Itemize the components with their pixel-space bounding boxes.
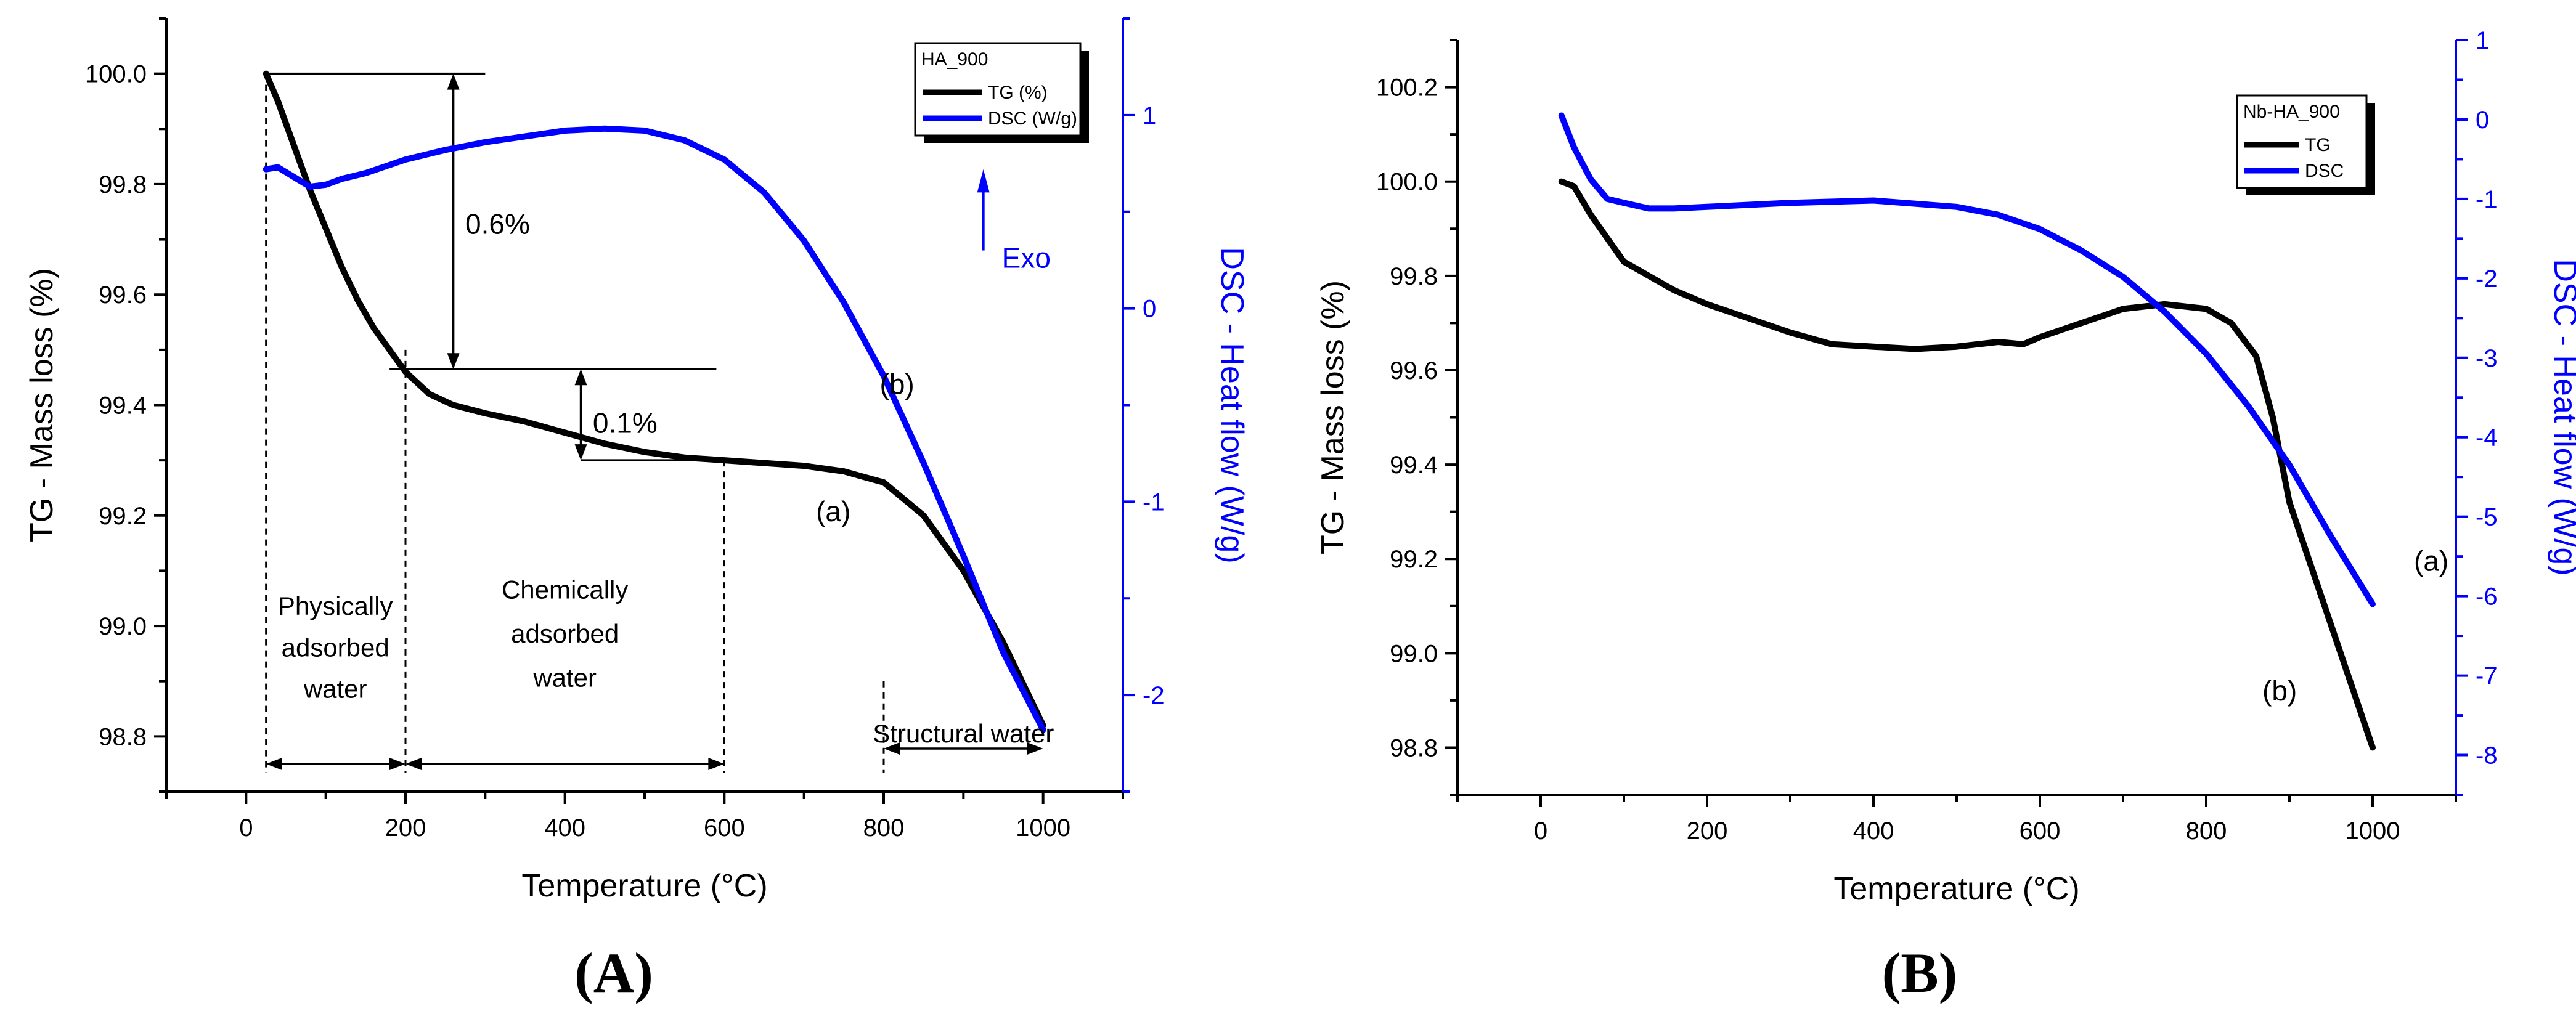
panel-b-left-ticks: 98.8 99.0 99.2 99.4 99.6 99.8 100.0 100.2 <box>1376 39 1457 796</box>
x-tick-label: 200 <box>385 814 426 842</box>
panel-a-tg-series-line <box>263 70 1046 729</box>
panel-b-legend-title: Nb-HA_900 <box>2243 102 2340 122</box>
x-tick-label: 1000 <box>1016 814 1070 842</box>
x-tick-label: 400 <box>1853 818 1894 845</box>
region3-arrow-head-right <box>1027 742 1043 755</box>
left-y-tick-label: 98.8 <box>1390 734 1438 761</box>
left-y-tick-label: 99.8 <box>1390 263 1438 290</box>
right-y-tick-label: 0 <box>2476 107 2489 134</box>
left-y-tick-label: 99.0 <box>99 613 147 640</box>
panel-b-series-b-label: (b) <box>2262 675 2297 707</box>
region1-arrow-head-left <box>266 758 282 770</box>
x-tick-label: 800 <box>863 814 905 842</box>
x-tick-label: 800 <box>2186 818 2227 845</box>
panel-b-right-axis-title: DSC - Heat flow (W/g) <box>2547 259 2576 575</box>
panel-a-x-ticks: 0 200 400 600 800 1000 <box>165 792 1124 842</box>
panel-a-legend-title: HA_900 <box>921 49 988 70</box>
panel-a-exo-indicator: Exo <box>977 169 1051 274</box>
panel-a: 0 200 400 600 800 1000 98.8 99.0 99.2 99.4 99.6 99… <box>24 17 1250 1004</box>
panel-a-exo-arrow-head <box>977 169 990 193</box>
panel-b-label: (B) <box>1882 941 1958 1004</box>
panel-a-x-axis-title: Temperature (°C) <box>521 868 767 904</box>
panel-a-right-axis-title: DSC - Heat flow (W/g) <box>1214 246 1250 563</box>
x-tick-label: 0 <box>239 814 253 842</box>
right-y-tick-label: -1 <box>1143 489 1165 516</box>
right-y-tick-label: 1 <box>1143 102 1156 129</box>
panel-a-step2-label: 0.1% <box>593 407 658 439</box>
panel-a-step1-label: 0.6% <box>465 208 530 240</box>
left-y-tick-label: 100.2 <box>1376 75 1438 102</box>
right-y-tick-label: -2 <box>1143 682 1165 709</box>
panel-b-legend-tg-label: TG <box>2305 135 2331 155</box>
region1-arrow-head-right <box>389 758 406 770</box>
panel-a-guides <box>265 72 1043 773</box>
left-y-tick-label: 99.6 <box>1390 357 1438 384</box>
panel-a-region1-line3: water <box>303 675 367 704</box>
step2-arrow-head-bottom <box>574 444 587 461</box>
x-tick-label: 600 <box>704 814 745 842</box>
panel-a-dsc-series-line <box>263 125 1046 733</box>
panel-a-left-axis-title: TG - Mass loss (%) <box>24 268 60 542</box>
left-y-tick-label: 100.0 <box>1376 169 1438 196</box>
region3-arrow-head-left <box>884 742 900 755</box>
panel-b-series-a-label: (a) <box>2414 545 2448 577</box>
panel-b-x-ticks: 0 200 400 600 800 1000 <box>1456 795 2457 845</box>
panel-a-region2-line2: adsorbed <box>511 619 619 648</box>
panel-a-legend-dsc-label: DSC (W/g) <box>988 108 1077 129</box>
right-y-tick-label: 1 <box>2476 27 2489 54</box>
left-y-tick-label: 99.2 <box>1390 546 1438 573</box>
left-y-tick-label: 98.8 <box>99 723 147 750</box>
panel-b-legend-dsc-label: DSC <box>2305 161 2344 181</box>
panel-a-label: (A) <box>574 941 653 1004</box>
right-y-tick-label: 0 <box>1143 296 1156 323</box>
right-y-tick-label: -2 <box>2476 266 2498 293</box>
region2-arrow-head-right <box>708 758 725 770</box>
step1-arrow-head-bottom <box>447 353 460 370</box>
left-y-tick-label: 99.6 <box>99 282 147 309</box>
panel-a-region2-line1: Chemically <box>502 575 628 604</box>
panel-a-region1-line2: adsorbed <box>282 633 389 662</box>
right-y-tick-label: -7 <box>2476 663 2498 690</box>
x-tick-label: 0 <box>1534 818 1547 845</box>
panel-a-region2-line3: water <box>532 664 597 692</box>
x-tick-label: 400 <box>544 814 585 842</box>
x-tick-label: 600 <box>2020 818 2061 845</box>
panel-a-region1-line1: Physically <box>278 591 393 620</box>
panel-a-region3-label: Structural water <box>873 719 1054 748</box>
panel-a-series-b-label: (b) <box>880 368 915 400</box>
right-y-tick-label: -5 <box>2476 504 2498 531</box>
step1-arrow-head-top <box>447 73 460 90</box>
panel-a-legend: HA_900 TG (%) DSC (W/g) <box>914 42 1089 143</box>
x-tick-label: 1000 <box>2346 818 2400 845</box>
right-y-tick-label: -1 <box>2476 186 2498 213</box>
panel-a-legend-tg-label: TG (%) <box>988 83 1048 103</box>
panel-b-tg-series-line <box>1558 178 2376 751</box>
left-y-tick-label: 99.4 <box>99 392 147 420</box>
panel-b-x-axis-title: Temperature (°C) <box>1833 871 2079 907</box>
panel-b: 0 200 400 600 800 1000 98.8 99.0 99.2 99.4 99.6 99… <box>1315 27 2576 1004</box>
left-y-tick-label: 99.4 <box>1390 452 1438 479</box>
left-y-tick-label: 99.8 <box>99 171 147 198</box>
panel-a-left-ticks: 98.8 99.0 99.2 99.4 99.6 99.8 100.0 <box>85 17 166 793</box>
region2-arrow-head-left <box>406 758 422 770</box>
left-y-tick-label: 100.0 <box>85 61 147 88</box>
panel-b-dsc-series-line <box>1558 112 2376 607</box>
right-y-tick-label: -3 <box>2476 345 2498 372</box>
step2-arrow-head-top <box>574 369 587 386</box>
left-y-tick-label: 99.2 <box>99 503 147 530</box>
panel-a-right-ticks: -2 -1 0 1 <box>1123 17 1165 793</box>
right-y-tick-label: -6 <box>2476 583 2498 611</box>
left-y-tick-label: 99.0 <box>1390 640 1438 667</box>
panel-b-left-axis-title: TG - Mass loss (%) <box>1315 280 1351 554</box>
right-y-tick-label: -8 <box>2476 742 2498 769</box>
panel-a-exo-label: Exo <box>1002 242 1051 274</box>
x-tick-label: 200 <box>1687 818 1728 845</box>
panel-b-right-ticks: -8 -7 -6 -5 -4 -3 -2 -1 0 1 <box>2456 27 2498 796</box>
right-y-tick-label: -4 <box>2476 424 2498 452</box>
panel-a-series-a-label: (a) <box>816 495 850 527</box>
panel-b-legend: Nb-HA_900 TG DSC <box>2236 94 2375 195</box>
